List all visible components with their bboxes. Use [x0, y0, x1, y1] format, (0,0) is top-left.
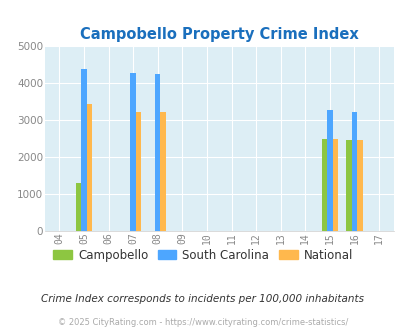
Bar — [160, 112, 166, 231]
Bar — [345, 140, 351, 231]
Bar — [321, 139, 326, 231]
Text: Crime Index corresponds to incidents per 100,000 inhabitants: Crime Index corresponds to incidents per… — [41, 294, 364, 304]
Title: Campobello Property Crime Index: Campobello Property Crime Index — [80, 27, 358, 42]
Bar — [326, 110, 332, 231]
Bar — [81, 70, 87, 231]
Bar — [87, 104, 92, 231]
Text: © 2025 CityRating.com - https://www.cityrating.com/crime-statistics/: © 2025 CityRating.com - https://www.city… — [58, 318, 347, 327]
Bar — [136, 112, 141, 231]
Bar — [356, 141, 362, 231]
Bar — [130, 73, 136, 231]
Bar — [332, 139, 337, 231]
Bar — [351, 112, 356, 231]
Bar — [76, 183, 81, 231]
Legend: Campobello, South Carolina, National: Campobello, South Carolina, National — [48, 244, 357, 266]
Bar — [155, 74, 160, 231]
